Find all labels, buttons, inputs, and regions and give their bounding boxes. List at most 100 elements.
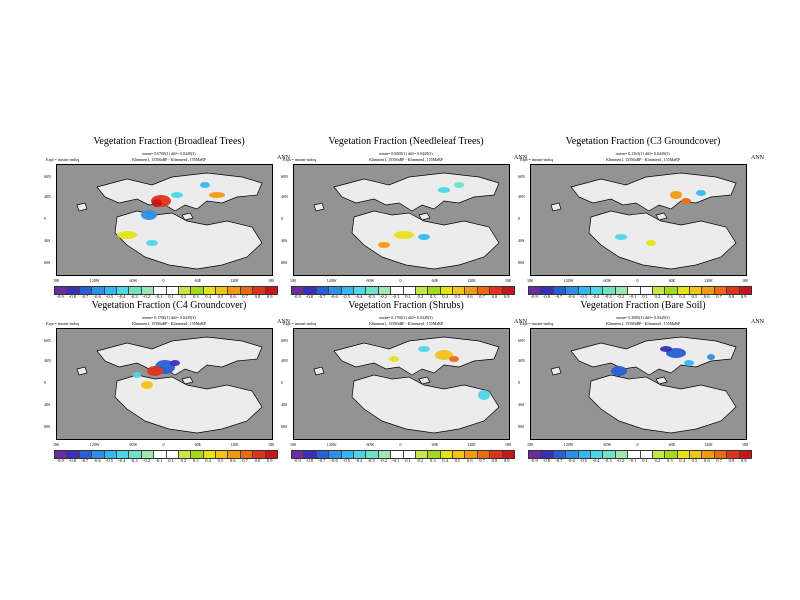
- colorbar-cell: [628, 451, 641, 458]
- landmass: [570, 336, 737, 376]
- x-axis-label: 60W: [366, 442, 375, 447]
- y-axis-label: 40S: [44, 238, 51, 243]
- x-axis-label: 0: [636, 442, 639, 447]
- colorbar-tick: 0.4: [442, 294, 448, 299]
- colorbar-cell: [502, 287, 515, 294]
- colorbar-cell: [440, 287, 454, 294]
- colorbar-tick: -0.2: [616, 458, 625, 463]
- landmass: [550, 202, 562, 212]
- colorbar-cell: [154, 287, 167, 294]
- colorbar-cell: [553, 287, 567, 294]
- colorbar-tick: -0.2: [379, 458, 388, 463]
- colorbar-cell: [228, 451, 241, 458]
- landmass: [114, 210, 263, 270]
- x-axis-label: 180: [742, 278, 748, 283]
- panel-season: ANN: [514, 155, 527, 161]
- map-plot: [550, 172, 737, 270]
- panel-title: Vegetation Fraction (Broadleaf Trees): [93, 136, 245, 147]
- panel-expt: Expt = tmxmi-tmfxq: [46, 157, 80, 162]
- colorbar-tick: 0.6: [466, 294, 473, 299]
- x-axis-label: 60E: [194, 278, 202, 283]
- colorbar-cell: [590, 287, 604, 294]
- colorbar-cell: [104, 451, 117, 458]
- y-axis-label: 40N: [281, 194, 288, 199]
- colorbar: [54, 450, 278, 459]
- colorbar-cell: [141, 287, 155, 294]
- landmass: [351, 374, 500, 434]
- panel-season: ANN: [751, 155, 764, 161]
- colorbar-cell: [329, 451, 342, 458]
- colorbar-cell: [677, 451, 691, 458]
- colorbar-ticks: -0.9 -0.8 -0.7 -0.6 -0.5 -0.4 -0.3 -0.2 -0.1 0.1 0…: [528, 458, 750, 463]
- x-axis-label: 180: [742, 442, 748, 447]
- colorbar-cell: [628, 287, 641, 294]
- x-axis-label: 60E: [668, 442, 676, 447]
- colorbar-cell: [640, 287, 653, 294]
- x-axis-label: 120W: [89, 442, 100, 447]
- colorbar-cell: [292, 287, 305, 294]
- colorbar-tick: 0.4: [442, 458, 448, 463]
- x-axis-label: 0: [162, 278, 165, 283]
- panel-expt: Expt = tmxmi-tmfxq: [283, 157, 317, 162]
- colorbar-cell: [652, 287, 666, 294]
- colorbar-cell: [590, 451, 604, 458]
- y-axis-label: 80S: [281, 260, 288, 265]
- anomaly-patch: [170, 360, 180, 366]
- colorbar-cell: [366, 287, 379, 294]
- colorbar-tick: 0.1: [168, 294, 174, 299]
- y-axis-label: 40S: [44, 402, 51, 407]
- y-axis-label: 40N: [44, 194, 51, 199]
- colorbar-tick: -0.5: [105, 294, 114, 299]
- colorbar-tick: 0.5: [217, 458, 224, 463]
- colorbar-tick: -0.5: [105, 458, 114, 463]
- colorbar-tick: -0.4: [118, 294, 126, 299]
- x-axis-label: 180: [505, 442, 511, 447]
- colorbar-cell: [702, 451, 715, 458]
- colorbar-tick: -0.6: [93, 294, 101, 299]
- landmass: [76, 202, 88, 212]
- colorbar-tick: 0.8: [728, 294, 735, 299]
- colorbar-tick: 0.7: [479, 458, 485, 463]
- panel-period: Klimmen1, 155MaBP - Klimmen1, 155MaBP: [369, 157, 443, 162]
- x-axis-label: 180: [268, 442, 274, 447]
- colorbar-cell: [640, 451, 653, 458]
- colorbar-cell: [253, 451, 266, 458]
- colorbar-tick: -0.4: [355, 294, 363, 299]
- colorbar-cell: [702, 287, 715, 294]
- colorbar-ticks: -0.9 -0.8 -0.7 -0.6 -0.5 -0.4 -0.3 -0.2 -0.1 0.1 0…: [54, 458, 276, 463]
- colorbar-cell: [566, 451, 579, 458]
- colorbar-cell: [665, 451, 678, 458]
- colorbar-tick: -0.2: [379, 294, 388, 299]
- anomaly-patch: [478, 390, 490, 400]
- y-axis-label: 80S: [518, 424, 525, 429]
- map-area: [293, 164, 510, 276]
- x-axis-label: 120E: [467, 442, 476, 447]
- colorbar-cell: [578, 451, 591, 458]
- anomaly-patch: [418, 234, 430, 240]
- x-axis-label: 120W: [563, 442, 574, 447]
- anomaly-patch: [435, 350, 453, 360]
- x-axis-label: 120E: [704, 442, 713, 447]
- colorbar-cell: [603, 451, 616, 458]
- colorbar-tick: -0.4: [592, 458, 600, 463]
- y-axis-label: 0: [281, 380, 283, 385]
- map-panel-broadleaf: Vegetation Fraction (Broadleaf Trees) mea…: [44, 136, 294, 316]
- colorbar-tick: 0.1: [405, 294, 411, 299]
- colorbar-tick: -0.5: [342, 294, 351, 299]
- landmass: [181, 212, 194, 221]
- colorbar-tick: -0.1: [629, 294, 637, 299]
- map-area: [530, 328, 747, 440]
- anomaly-patch: [696, 190, 706, 196]
- panel-expt: Expt = tmxmi-tmfxq: [520, 157, 554, 162]
- y-axis-label: 40N: [44, 358, 51, 363]
- x-axis-label: 60W: [366, 278, 375, 283]
- colorbar-cell: [541, 451, 554, 458]
- anomaly-patch: [141, 381, 153, 389]
- x-axis-label: 60E: [194, 442, 202, 447]
- y-axis-label: 40N: [281, 358, 288, 363]
- colorbar-tick: 0.8: [254, 458, 261, 463]
- colorbar-cell: [116, 451, 130, 458]
- x-axis-label: 180: [505, 278, 511, 283]
- x-axis-label: 180: [527, 278, 533, 283]
- colorbar-tick: -0.6: [330, 294, 338, 299]
